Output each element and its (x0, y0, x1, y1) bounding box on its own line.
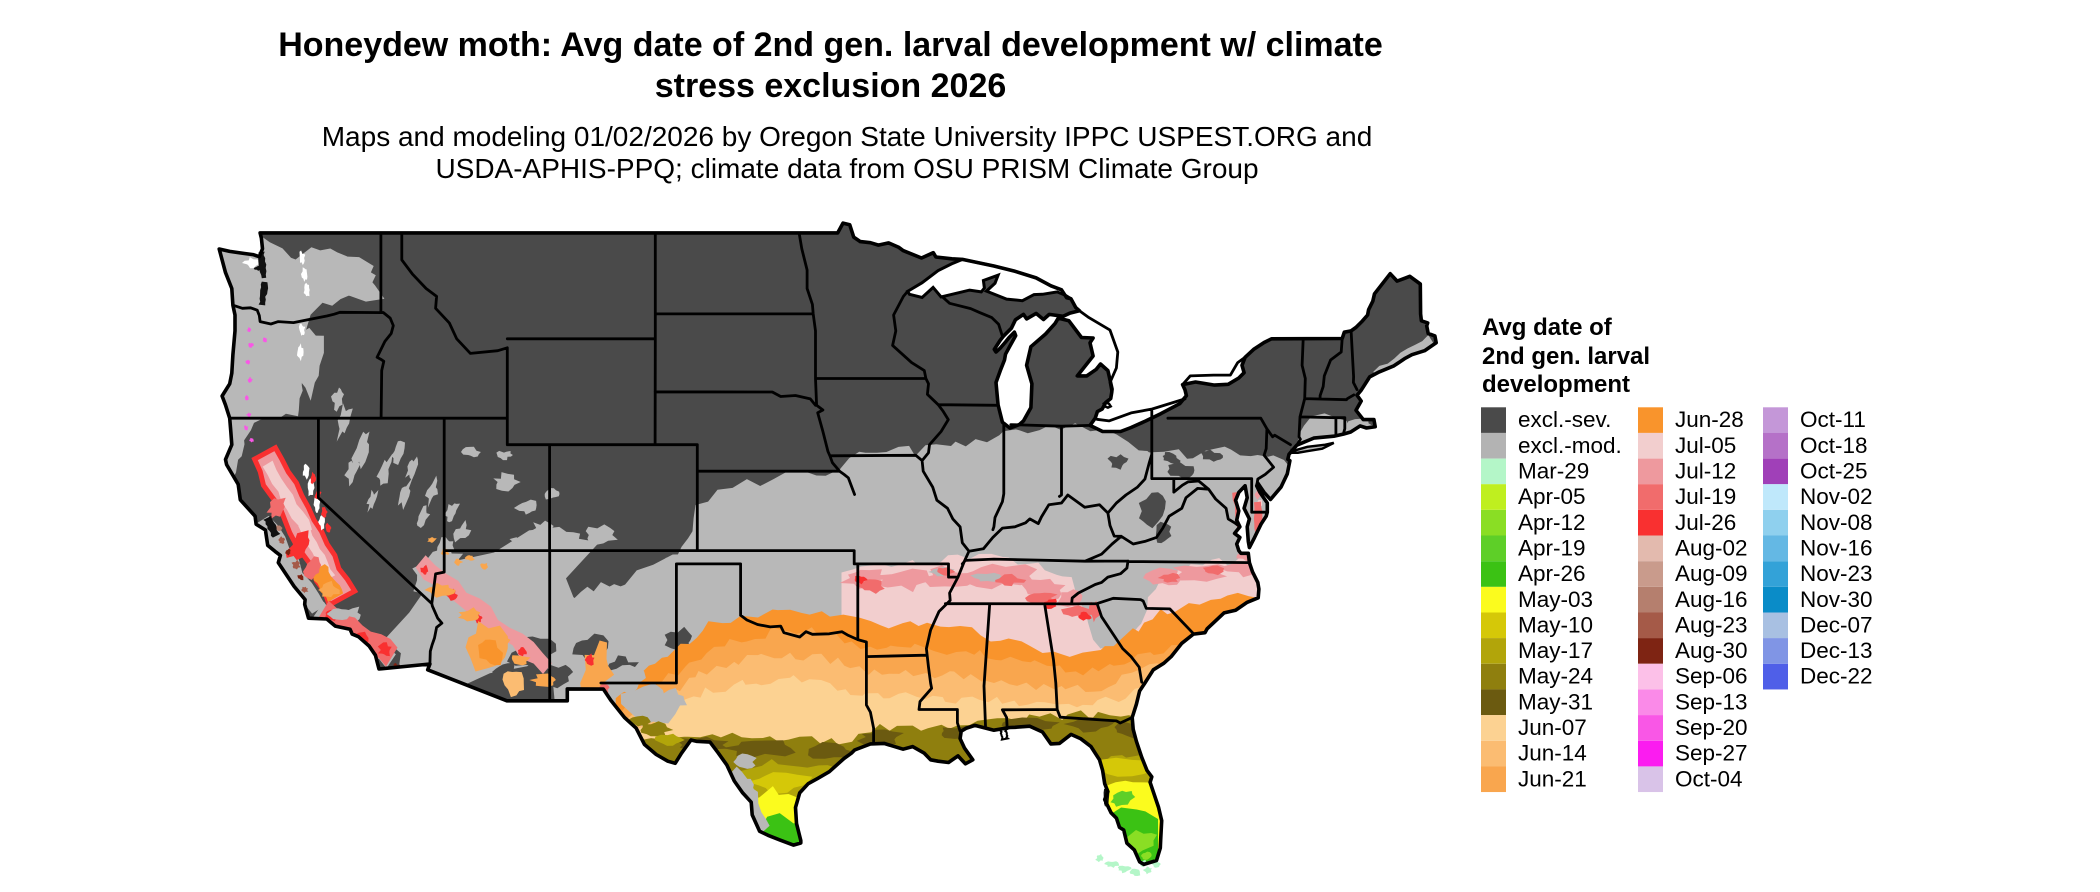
svg-text:Oct-18: Oct-18 (1800, 433, 1868, 458)
svg-text:2nd gen. larval: 2nd gen. larval (1482, 343, 1650, 370)
svg-text:Jul-26: Jul-26 (1675, 510, 1736, 535)
svg-text:Oct-11: Oct-11 (1800, 407, 1866, 432)
svg-text:Mar-29: Mar-29 (1518, 459, 1589, 484)
svg-text:Jul-05: Jul-05 (1675, 433, 1736, 458)
svg-text:Dec-22: Dec-22 (1800, 664, 1873, 689)
svg-text:development: development (1482, 371, 1630, 398)
svg-text:Jul-12: Jul-12 (1675, 459, 1736, 484)
svg-text:Aug-23: Aug-23 (1675, 612, 1748, 637)
svg-text:Jun-07: Jun-07 (1518, 715, 1587, 740)
svg-text:Sep-06: Sep-06 (1675, 664, 1748, 689)
svg-text:Dec-07: Dec-07 (1800, 612, 1873, 637)
svg-text:Sep-27: Sep-27 (1675, 741, 1748, 766)
svg-text:May-03: May-03 (1518, 587, 1593, 612)
svg-text:Dec-13: Dec-13 (1800, 638, 1873, 663)
svg-text:Avg date of: Avg date of (1482, 314, 1613, 341)
svg-text:Aug-16: Aug-16 (1675, 587, 1748, 612)
svg-text:Oct-04: Oct-04 (1675, 766, 1743, 791)
svg-text:Nov-16: Nov-16 (1800, 535, 1873, 560)
svg-text:May-17: May-17 (1518, 638, 1593, 663)
svg-text:Jun-14: Jun-14 (1518, 741, 1587, 766)
svg-text:Apr-12: Apr-12 (1518, 510, 1586, 535)
svg-text:Aug-09: Aug-09 (1675, 561, 1748, 586)
svg-text:Nov-08: Nov-08 (1800, 510, 1873, 535)
svg-text:May-31: May-31 (1518, 689, 1593, 714)
svg-text:excl.-mod.: excl.-mod. (1518, 433, 1622, 458)
svg-text:Nov-02: Nov-02 (1800, 484, 1873, 509)
svg-text:Aug-30: Aug-30 (1675, 638, 1748, 663)
svg-text:Nov-30: Nov-30 (1800, 587, 1873, 612)
svg-text:Jul-19: Jul-19 (1675, 484, 1736, 509)
svg-text:Oct-25: Oct-25 (1800, 459, 1868, 484)
svg-text:Sep-20: Sep-20 (1675, 715, 1748, 740)
svg-text:Sep-13: Sep-13 (1675, 689, 1748, 714)
svg-text:May-24: May-24 (1518, 664, 1593, 689)
svg-text:Apr-05: Apr-05 (1518, 484, 1586, 509)
svg-text:Jun-21: Jun-21 (1518, 766, 1587, 791)
svg-text:May-10: May-10 (1518, 612, 1593, 637)
svg-text:Aug-02: Aug-02 (1675, 535, 1748, 560)
svg-text:excl.-sev.: excl.-sev. (1518, 407, 1611, 432)
svg-text:Apr-19: Apr-19 (1518, 535, 1586, 560)
svg-text:Apr-26: Apr-26 (1518, 561, 1586, 586)
svg-text:Nov-23: Nov-23 (1800, 561, 1873, 586)
svg-text:Jun-28: Jun-28 (1675, 407, 1744, 432)
